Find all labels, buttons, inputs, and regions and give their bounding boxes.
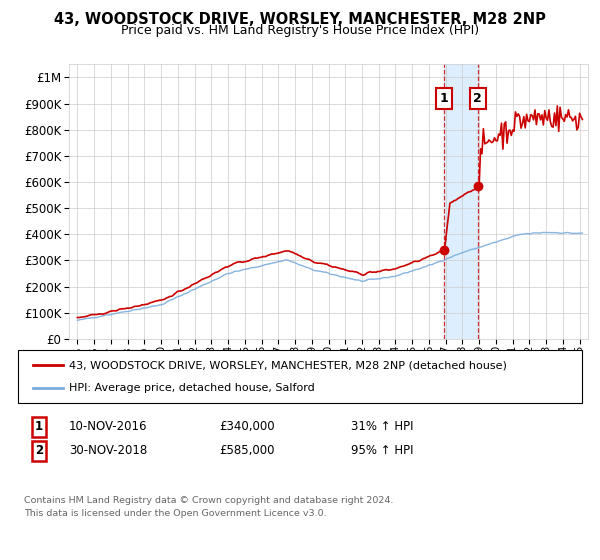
Point [440,245,449,254]
Text: HPI: Average price, detached house, Salford: HPI: Average price, detached house, Salf… [69,382,315,393]
Text: 2: 2 [35,444,43,458]
Text: Price paid vs. HM Land Registry's House Price Index (HPI): Price paid vs. HM Land Registry's House … [121,24,479,38]
Text: 1: 1 [35,420,43,433]
Bar [445,64,478,339]
Text: £585,000: £585,000 [219,444,275,458]
Text: 30-NOV-2018: 30-NOV-2018 [69,444,147,458]
Text: 43, WOODSTOCK DRIVE, WORSLEY, MANCHESTER, M28 2NP (detached house): 43, WOODSTOCK DRIVE, WORSLEY, MANCHESTER… [69,360,507,370]
Text: 95% ↑ HPI: 95% ↑ HPI [351,444,413,458]
Text: 2: 2 [473,92,482,105]
Point [473,181,482,190]
Text: 43, WOODSTOCK DRIVE, WORSLEY, MANCHESTER, M28 2NP: 43, WOODSTOCK DRIVE, WORSLEY, MANCHESTER… [54,12,546,27]
Text: 31% ↑ HPI: 31% ↑ HPI [351,420,413,433]
Text: 10-NOV-2016: 10-NOV-2016 [69,420,148,433]
Text: £340,000: £340,000 [219,420,275,433]
Text: Contains HM Land Registry data © Crown copyright and database right 2024.
This d: Contains HM Land Registry data © Crown c… [24,496,394,517]
Text: 1: 1 [440,92,449,105]
